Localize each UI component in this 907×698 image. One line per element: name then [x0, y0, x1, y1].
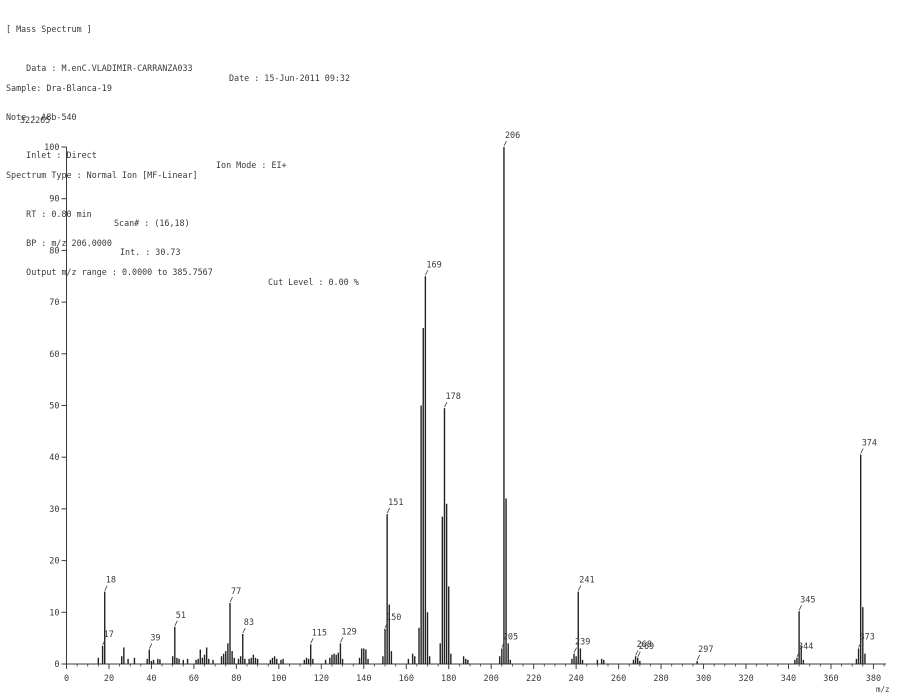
chart-bars: [98, 147, 865, 664]
peak-label-leader: [636, 650, 639, 655]
y-tick-label: 30: [49, 505, 59, 515]
peak-label: 129: [341, 627, 356, 637]
peak-label-leader: [697, 655, 700, 660]
peak-label: 205: [503, 632, 518, 642]
x-tick-label: 220: [526, 674, 541, 684]
x-tick-label: 140: [356, 674, 371, 684]
y-tick-label: 100: [44, 143, 59, 153]
peak-label: 115: [312, 628, 327, 638]
peak-label: 206: [505, 131, 520, 141]
peak-label: 178: [445, 392, 460, 402]
x-tick-label: 40: [146, 674, 156, 684]
y-tick-label: 10: [49, 608, 59, 618]
peak-label-leader: [175, 621, 178, 626]
x-tick-label: 320: [738, 674, 753, 684]
x-tick-label: 80: [231, 674, 241, 684]
peak-label-leader: [230, 597, 233, 602]
peak-label-leader: [861, 449, 864, 454]
peak-label: 83: [244, 618, 254, 628]
y-tick-label: 90: [49, 195, 59, 205]
peak-label-leader: [578, 586, 581, 591]
peak-label-leader: [387, 508, 390, 513]
y-tick-label: 20: [49, 557, 59, 567]
x-tick-label: 200: [484, 674, 499, 684]
x-tick-label: 300: [696, 674, 711, 684]
peak-label-leader: [799, 605, 802, 610]
peak-label: 151: [388, 498, 403, 508]
peak-label: 51: [176, 611, 186, 621]
chart-axes: 0 10 20 30 40 50 60 70 80 90 100 0 20 40 60 80 100 120 140…: [44, 143, 886, 684]
x-tick-label: 160: [399, 674, 414, 684]
peak-label: 345: [800, 595, 815, 605]
peak-label-leader: [243, 628, 246, 633]
peak-label-leader: [340, 637, 343, 642]
chart-peak-labels: 17 18 39 51 77 83 115 129 150 151 169 178 205 206 239 2…: [103, 131, 877, 660]
peak-label: 150: [386, 613, 401, 623]
x-tick-label: 360: [823, 674, 838, 684]
peak-label-leader: [638, 652, 641, 657]
peak-label: 17: [104, 630, 114, 640]
peak-label: 239: [575, 638, 590, 648]
x-tick-label: 260: [611, 674, 626, 684]
x-tick-label: 0: [64, 674, 69, 684]
peak-label: 18: [106, 576, 116, 586]
peak-label-leader: [311, 638, 314, 643]
peak-label-leader: [425, 270, 428, 275]
peak-label: 297: [698, 645, 713, 655]
peak-label: 169: [426, 260, 441, 270]
x-axis-label: m/z: [876, 685, 890, 694]
y-tick-label: 80: [49, 246, 59, 256]
y-tick-label: 50: [49, 402, 59, 412]
peak-label: 269: [639, 642, 654, 652]
x-tick-label: 280: [653, 674, 668, 684]
x-tick-label: 240: [568, 674, 583, 684]
x-tick-label: 60: [189, 674, 199, 684]
peak-label-leader: [574, 648, 577, 653]
x-tick-label: 380: [866, 674, 881, 684]
peak-label-leader: [504, 141, 507, 146]
peak-label-leader: [149, 644, 152, 649]
peak-label: 374: [862, 439, 877, 449]
x-tick-label: 340: [781, 674, 796, 684]
peak-label: 344: [798, 642, 813, 652]
y-tick-label: 70: [49, 298, 59, 308]
peak-label: 241: [579, 576, 594, 586]
x-tick-label: 120: [314, 674, 329, 684]
x-tick-label: 180: [441, 674, 456, 684]
y-tick-label: 40: [49, 453, 59, 463]
peak-label-leader: [444, 402, 447, 407]
x-tick-label: 20: [104, 674, 114, 684]
peak-label-leader: [105, 586, 108, 591]
peak-label: 373: [860, 632, 875, 642]
x-tick-label: 100: [271, 674, 286, 684]
peak-label: 39: [150, 634, 160, 644]
y-tick-label: 0: [54, 660, 59, 670]
y-tick-label: 60: [49, 350, 59, 360]
peak-label: 77: [231, 587, 241, 597]
